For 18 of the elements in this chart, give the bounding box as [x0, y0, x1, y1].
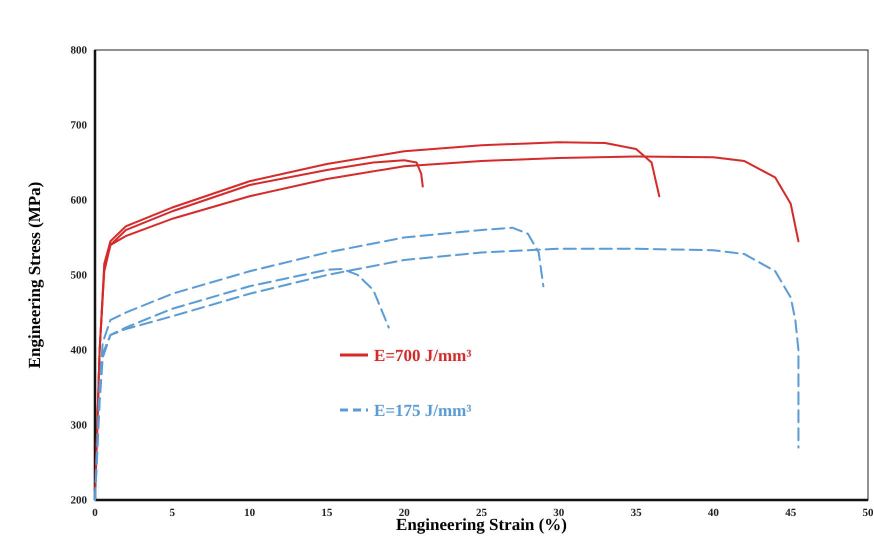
y-tick-label: 600	[70, 194, 88, 207]
legend-label: E=175 J/mm³	[374, 401, 472, 420]
y-tick-label: 300	[70, 420, 88, 432]
x-tick-label: 10	[244, 506, 256, 519]
y-tick-label: 500	[70, 270, 88, 282]
y-axis-title: Engineering Stress (MPa)	[25, 182, 44, 368]
y-tick-label: 700	[70, 120, 88, 132]
x-tick-label: 35	[630, 506, 642, 519]
x-tick-label: 50	[862, 506, 874, 519]
legend-label: E=700 J/mm³	[374, 346, 472, 365]
x-tick-label: 40	[708, 506, 720, 519]
y-tick-label: 400	[70, 344, 88, 357]
x-tick-label: 0	[92, 506, 98, 519]
x-tick-label: 5	[170, 506, 176, 519]
x-tick-label: 45	[785, 506, 797, 519]
y-tick-label: 800	[70, 44, 88, 57]
y-tick-label: 200	[70, 494, 88, 507]
x-tick-label: 15	[321, 506, 333, 519]
